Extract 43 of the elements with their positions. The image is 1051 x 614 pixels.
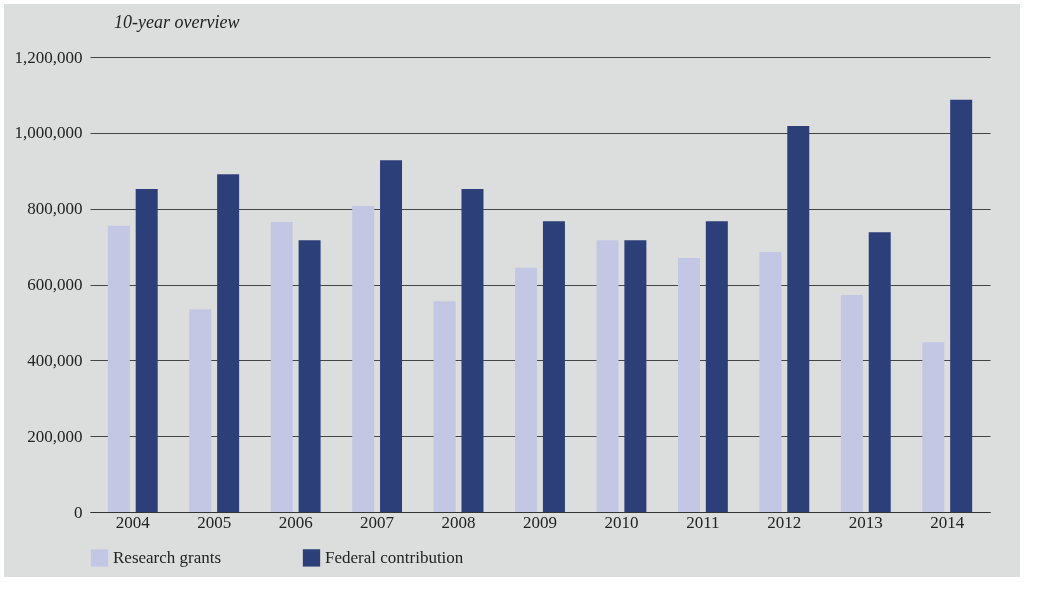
bar xyxy=(107,225,130,512)
bar xyxy=(922,342,945,512)
x-tick-label: 2007 xyxy=(360,512,395,532)
legend-label: Federal contribution xyxy=(325,547,464,567)
legend-label: Research grants xyxy=(113,547,222,567)
x-tick-label: 2013 xyxy=(848,512,883,532)
bar xyxy=(433,301,456,512)
x-tick-label: 2011 xyxy=(686,512,720,532)
bar xyxy=(352,206,375,512)
x-tick-label: 2009 xyxy=(523,512,557,532)
bar xyxy=(135,188,158,512)
x-tick-label: 2014 xyxy=(930,512,965,532)
bar xyxy=(270,221,293,512)
bar xyxy=(217,174,240,512)
y-tick-label: 200,000 xyxy=(27,426,83,446)
y-tick-label: 1,200,000 xyxy=(14,47,83,67)
bar xyxy=(840,295,863,512)
bar xyxy=(950,99,973,512)
y-tick-label: 1,000,000 xyxy=(14,123,83,143)
bar xyxy=(787,126,810,512)
bar xyxy=(542,221,565,512)
bar xyxy=(759,251,782,512)
y-tick-label: 400,000 xyxy=(27,350,83,370)
bar xyxy=(461,188,484,512)
x-tick-label: 2005 xyxy=(197,512,232,532)
y-tick-label: 800,000 xyxy=(27,199,83,219)
bar xyxy=(298,240,321,512)
y-tick-label: 0 xyxy=(74,502,83,522)
bar xyxy=(596,240,619,512)
bar xyxy=(189,309,212,512)
y-tick-label: 600,000 xyxy=(27,275,83,294)
bar xyxy=(624,240,647,512)
x-tick-label: 2010 xyxy=(604,512,639,532)
bar xyxy=(380,160,403,512)
bar xyxy=(868,232,891,512)
x-tick-label: 2012 xyxy=(767,512,802,532)
bar xyxy=(515,267,538,512)
x-tick-label: 2006 xyxy=(278,512,313,532)
bar xyxy=(677,257,700,512)
chart-title: 10-year overview xyxy=(114,12,240,32)
bar xyxy=(705,221,728,512)
x-tick-label: 2008 xyxy=(441,512,476,532)
x-tick-label: 2004 xyxy=(115,512,151,532)
